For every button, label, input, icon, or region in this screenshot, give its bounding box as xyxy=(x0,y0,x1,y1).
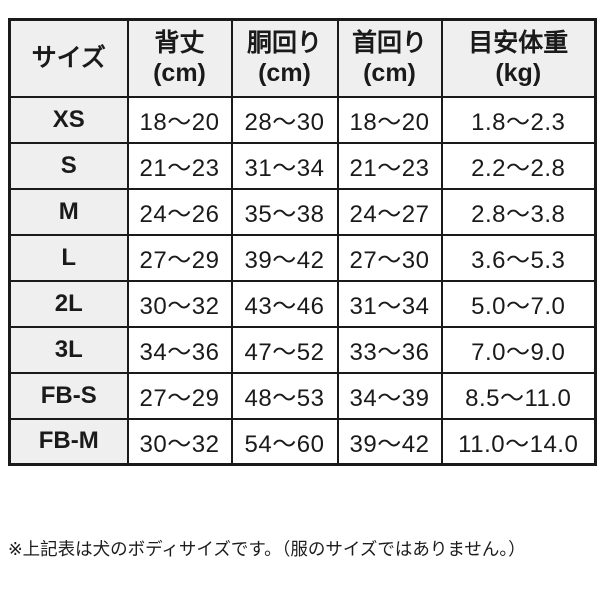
neck-cell: 24〜27 xyxy=(336,187,443,236)
girth-cell: 31〜34 xyxy=(230,141,339,190)
girth-cell: 48〜53 xyxy=(230,371,339,420)
weight-cell: 11.0〜14.0 xyxy=(440,417,597,466)
weight-cell: 2.8〜3.8 xyxy=(440,187,597,236)
back-length-cell: 30〜32 xyxy=(126,279,233,328)
girth-cell: 43〜46 xyxy=(230,279,339,328)
column-header-size: サイズ xyxy=(8,18,129,98)
table-row-s: S 21〜23 31〜34 21〜23 2.2〜2.8 xyxy=(8,141,597,190)
table-row-2l: 2L 30〜32 43〜46 31〜34 5.0〜7.0 xyxy=(8,279,597,328)
neck-cell: 31〜34 xyxy=(336,279,443,328)
back-length-cell: 24〜26 xyxy=(126,187,233,236)
size-label: S xyxy=(8,141,129,190)
back-length-cell: 27〜29 xyxy=(126,233,233,282)
size-label: M xyxy=(8,187,129,236)
table-row-l: L 27〜29 39〜42 27〜30 3.6〜5.3 xyxy=(8,233,597,282)
girth-cell: 35〜38 xyxy=(230,187,339,236)
table-row-xs: XS 18〜20 28〜30 18〜20 1.8〜2.3 xyxy=(8,95,597,144)
weight-cell: 8.5〜11.0 xyxy=(440,371,597,420)
neck-cell: 27〜30 xyxy=(336,233,443,282)
girth-cell: 39〜42 xyxy=(230,233,339,282)
weight-cell: 2.2〜2.8 xyxy=(440,141,597,190)
back-length-cell: 21〜23 xyxy=(126,141,233,190)
size-label: 2L xyxy=(8,279,129,328)
girth-cell: 28〜30 xyxy=(230,95,339,144)
back-length-cell: 34〜36 xyxy=(126,325,233,374)
neck-cell: 33〜36 xyxy=(336,325,443,374)
weight-cell: 5.0〜7.0 xyxy=(440,279,597,328)
weight-cell: 1.8〜2.3 xyxy=(440,95,597,144)
neck-cell: 34〜39 xyxy=(336,371,443,420)
column-header-neck: 首回り (cm) xyxy=(336,18,443,98)
column-header-weight: 目安体重 (kg) xyxy=(440,18,597,98)
size-label: L xyxy=(8,233,129,282)
back-length-cell: 30〜32 xyxy=(126,417,233,466)
size-label: 3L xyxy=(8,325,129,374)
footnotes: ※上記表は犬のボディサイズです。（服のサイズではありません。） ※ブランドや商品… xyxy=(8,481,594,600)
dog-size-table: サイズ 背丈 (cm) 胴回り (cm) 首回り (cm) 目安体重 (kg) xyxy=(8,18,597,466)
back-length-cell: 27〜29 xyxy=(126,371,233,420)
neck-cell: 18〜20 xyxy=(336,95,443,144)
header-row: サイズ 背丈 (cm) 胴回り (cm) 首回り (cm) 目安体重 (kg) xyxy=(8,18,597,98)
back-length-cell: 18〜20 xyxy=(126,95,233,144)
weight-cell: 7.0〜9.0 xyxy=(440,325,597,374)
size-label: XS xyxy=(8,95,129,144)
size-label: FB-S xyxy=(8,371,129,420)
neck-cell: 21〜23 xyxy=(336,141,443,190)
column-header-size-label: サイズ xyxy=(31,44,106,72)
girth-cell: 54〜60 xyxy=(230,417,339,466)
neck-cell: 39〜42 xyxy=(336,417,443,466)
column-header-girth: 胴回り (cm) xyxy=(230,18,339,98)
column-header-back-length: 背丈 (cm) xyxy=(126,18,233,98)
weight-cell: 3.6〜5.3 xyxy=(440,233,597,282)
note-body-size: ※上記表は犬のボディサイズです。（服のサイズではありません。） xyxy=(8,539,526,559)
table-row-m: M 24〜26 35〜38 24〜27 2.8〜3.8 xyxy=(8,187,597,236)
size-label: FB-M xyxy=(8,417,129,466)
table-row-3l: 3L 34〜36 47〜52 33〜36 7.0〜9.0 xyxy=(8,325,597,374)
table-row-fbm: FB-M 30〜32 54〜60 39〜42 11.0〜14.0 xyxy=(8,417,597,466)
table-row-fbs: FB-S 27〜29 48〜53 34〜39 8.5〜11.0 xyxy=(8,371,597,420)
girth-cell: 47〜52 xyxy=(230,325,339,374)
